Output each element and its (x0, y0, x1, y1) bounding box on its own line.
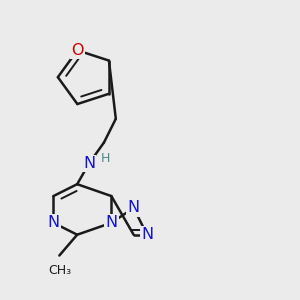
Text: N: N (47, 215, 59, 230)
Text: O: O (71, 43, 84, 58)
Text: H: H (101, 152, 110, 164)
Text: N: N (83, 156, 95, 171)
Text: N: N (128, 200, 140, 215)
Text: N: N (141, 227, 153, 242)
Text: CH₃: CH₃ (48, 264, 71, 277)
Text: N: N (105, 215, 117, 230)
